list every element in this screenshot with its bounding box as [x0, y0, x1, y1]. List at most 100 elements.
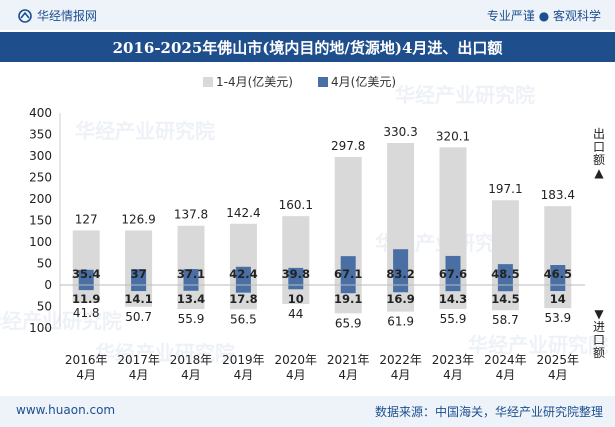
data-source: 数据来源：中国海关，华经产业研究院整理	[374, 405, 603, 419]
bar-monthly-import	[445, 285, 461, 292]
label-cumulative-export: 126.9	[121, 212, 155, 226]
import-side-label: ▼进口额	[592, 307, 605, 360]
label-monthly-export: 37	[131, 267, 147, 281]
bar-monthly-import	[183, 285, 199, 291]
x-tick-label: 2021年 4月	[327, 353, 370, 382]
label-monthly-import: 19.1	[334, 292, 362, 306]
bar-monthly-export	[78, 269, 94, 285]
brand: 华经情报网	[18, 7, 97, 24]
label-cumulative-import: 44	[288, 307, 303, 321]
export-side-label: 出口额▲	[592, 127, 605, 180]
label-cumulative-export: 297.8	[331, 139, 365, 153]
bars	[72, 142, 572, 314]
label-monthly-export: 42.4	[229, 267, 257, 281]
bar-monthly-import	[288, 285, 304, 290]
huajing-logo-icon	[18, 8, 32, 23]
label-monthly-export: 48.5	[491, 267, 519, 281]
label-cumulative-import: 53.9	[544, 311, 571, 325]
label-monthly-import: 16.9	[386, 292, 414, 306]
y-tick-label: 400	[29, 106, 52, 120]
watermark-text: 华经产业研究院	[468, 333, 608, 357]
legend-label-monthly: 4月(亿美元)	[331, 74, 396, 89]
bar-monthly-export	[497, 264, 513, 285]
data-labels: 127 41.8 35.4 11.9 126.9 50.7 37 14.1 137.8 55.9 3…	[72, 125, 575, 330]
label-monthly-import: 13.4	[177, 292, 205, 306]
watermark-text: 华经产业研究院	[0, 309, 122, 333]
label-cumulative-export: 160.1	[279, 198, 313, 212]
label-cumulative-export: 137.8	[174, 208, 208, 222]
y-tick-label: 100	[29, 235, 52, 249]
label-monthly-import: 14.3	[439, 292, 467, 306]
bar-monthly-import	[550, 285, 566, 292]
legend-swatch-monthly	[318, 77, 328, 87]
label-monthly-import: 11.9	[72, 292, 100, 306]
label-monthly-export: 35.4	[72, 267, 100, 281]
label-cumulative-export: 183.4	[541, 188, 575, 202]
label-cumulative-export: 197.1	[488, 182, 522, 196]
x-tick-label: 2020年 4月	[275, 353, 318, 382]
y-tick-label: 0	[44, 278, 52, 292]
y-tick-label: 50	[37, 300, 52, 314]
bar-monthly-export	[445, 255, 461, 285]
label-monthly-export: 67.6	[439, 267, 467, 281]
label-cumulative-import: 58.7	[492, 313, 519, 327]
y-tick-label: 50	[37, 257, 52, 271]
x-tick-label: 2018年 4月	[170, 353, 213, 382]
label-monthly-import: 10	[288, 292, 304, 306]
label-cumulative-export: 142.4	[226, 206, 260, 220]
y-tick-label: 200	[29, 192, 52, 206]
x-tick-label: 2017年 4月	[117, 353, 160, 382]
y-tick-label: 100	[29, 321, 52, 335]
label-monthly-export: 39.8	[282, 267, 310, 281]
legend: 1-4月(亿美元) 4月(亿美元)	[203, 74, 396, 89]
footer-bar	[0, 396, 615, 427]
label-monthly-import: 14	[550, 292, 566, 306]
label-cumulative-import: 65.9	[335, 316, 362, 330]
x-tick-label: 2024年 4月	[484, 353, 527, 382]
bar-monthly-export	[235, 266, 251, 285]
label-cumulative-import: 61.9	[387, 315, 414, 329]
x-tick-label: 2016年 4月	[65, 353, 108, 382]
bar-monthly-import	[235, 285, 251, 293]
bar-monthly-export	[288, 267, 304, 285]
bar-monthly-import	[78, 285, 94, 291]
x-tick-label: 2025年 4月	[537, 353, 580, 382]
slogan: 专业严谨 ● 客观科学	[486, 9, 601, 23]
x-tick-label: 2022年 4月	[379, 353, 422, 382]
brand-name: 华经情报网	[37, 9, 98, 23]
y-tick-label: 300	[29, 149, 52, 163]
label-monthly-import: 14.5	[491, 292, 519, 306]
bar-monthly-export	[550, 265, 566, 285]
y-tick-label: 350	[29, 128, 52, 142]
bar-monthly-import	[393, 285, 409, 293]
site-url: www.huaon.com	[16, 403, 116, 417]
x-axis-labels: 2016年 4月 2017年 4月 2018年 4月 2019年 4月 2020年 4月 2021年…	[65, 353, 579, 382]
bar-monthly-export	[393, 249, 409, 285]
bar-monthly-import	[497, 285, 513, 292]
bar-monthly-export	[340, 256, 356, 285]
bar-chart: 华经产业研究院华经产业研究院华经产业研究院华经产业研究院华经产业研究院华经产业研…	[0, 74, 608, 382]
label-monthly-export: 67.1	[334, 267, 362, 281]
label-cumulative-import: 56.5	[230, 312, 257, 326]
title-bar	[0, 32, 615, 62]
label-monthly-import: 14.1	[124, 292, 152, 306]
label-cumulative-import: 41.8	[73, 306, 100, 320]
bar-cumulative-import	[282, 285, 310, 304]
watermark-text: 华经产业研究院	[395, 83, 535, 107]
label-monthly-export: 37.1	[177, 267, 205, 281]
label-cumulative-export: 320.1	[436, 129, 470, 143]
watermark-text: 华经产业研究院	[75, 119, 215, 143]
watermark-text: 华经产业研究院	[95, 341, 235, 365]
bar-monthly-import	[131, 285, 147, 292]
bar-monthly-export	[131, 269, 147, 285]
legend-swatch-cumulative	[203, 77, 213, 87]
label-cumulative-export: 330.3	[383, 125, 417, 139]
label-cumulative-import: 50.7	[125, 310, 152, 324]
y-tick-label: 150	[29, 214, 52, 228]
y-tick-label: 250	[29, 171, 52, 185]
x-tick-label: 2019年 4月	[222, 353, 265, 382]
label-cumulative-import: 55.9	[440, 312, 467, 326]
bar-monthly-import	[340, 285, 356, 294]
y-axis-ticks: 400 350 300 250 200 150 100 50 0 50 100	[29, 106, 52, 335]
top-bar	[0, 0, 615, 30]
